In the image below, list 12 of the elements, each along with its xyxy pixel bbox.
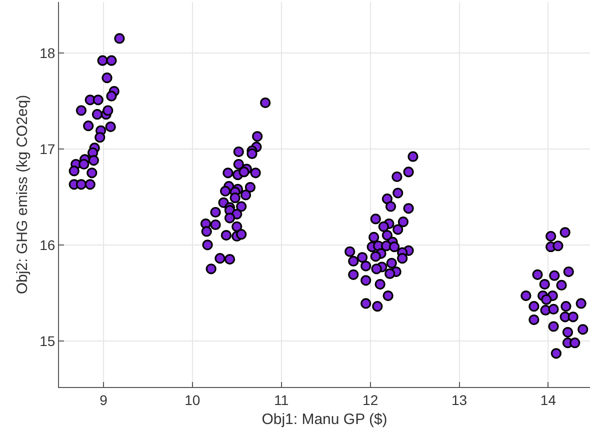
y-tick-label: 18 xyxy=(40,44,56,61)
x-tick-label: 9 xyxy=(100,392,108,408)
x-axis-title: Obj1: Manu GP ($) xyxy=(262,410,388,428)
x-tick-label: 14 xyxy=(540,392,556,408)
x-tick-label: 10 xyxy=(184,392,200,408)
y-tick-label: 16 xyxy=(40,236,56,253)
x-tick-label: 13 xyxy=(451,392,468,408)
y-axis-title: Obj2: GHG emiss (kg CO2eq) xyxy=(14,94,31,294)
x-tick-label: 12 xyxy=(362,392,378,408)
y-tick-label: 15 xyxy=(40,332,56,349)
x-tick-label: 11 xyxy=(274,392,289,408)
y-tick-label: 17 xyxy=(40,140,56,157)
